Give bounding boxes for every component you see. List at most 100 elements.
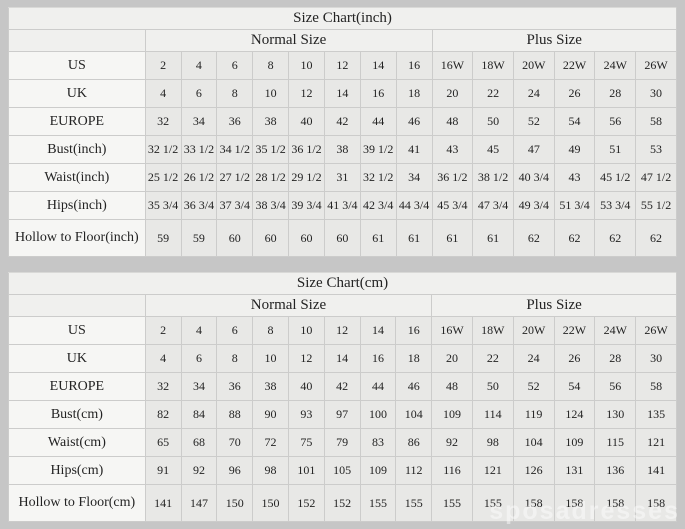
size-value-cell: 112 [395,456,433,485]
size-value-cell: 60 [323,219,361,257]
size-value-cell: 152 [323,484,361,522]
size-value-cell: 6 [216,316,254,345]
size-value-cell: 36 1/2 [431,163,474,192]
size-value-cell: 62 [635,219,677,257]
row-label: US [8,51,146,80]
size-value-cell: 39 1/2 [359,135,397,164]
size-value-cell: 59 [144,219,182,257]
size-value-cell: 136 [594,456,637,485]
size-value-cell: 8 [252,316,289,345]
size-value-cell: 4 [180,51,218,80]
size-value-cell: 98 [471,428,514,457]
size-value-cell: 12 [287,344,325,373]
size-value-cell: 36 3/4 [180,191,218,220]
size-value-cell: 10 [288,51,325,80]
size-value-cell: 22W [553,316,596,345]
size-value-cell: 4 [144,344,182,373]
size-value-cell: 150 [252,484,289,522]
size-value-cell: 56 [594,372,637,401]
size-value-cell: 22 [472,79,514,108]
size-value-cell: 49 3/4 [512,191,555,220]
size-value-cell: 51 3/4 [553,191,596,220]
row-label: Hollow to Floor(cm) [8,484,146,522]
size-value-cell: 36 [216,107,254,136]
size-value-cell: 14 [359,316,397,345]
size-value-cell: 36 [216,372,254,401]
size-value-cell: 43 [431,135,474,164]
size-value-cell: 25 1/2 [144,163,182,192]
table-row: US 2 4 6 8 10 12 14 16 16W 18W 20W 22W 24W 26W [8,51,677,80]
size-value-cell: 88 [216,400,254,429]
size-value-cell: 61 [472,219,514,257]
size-value-cell: 14 [323,344,361,373]
size-value-cell: 28 1/2 [252,163,290,192]
size-value-cell: 16 [359,344,397,373]
size-value-cell: 26 1/2 [180,163,218,192]
size-value-cell: 101 [287,456,325,485]
size-value-cell: 6 [180,79,218,108]
table-row: Bust(cm) 82 84 88 90 93 97 100 104 109 114 119 124 13… [8,400,677,429]
size-value-cell: 47 3/4 [472,191,514,220]
size-value-cell: 59 [180,219,218,257]
size-value-cell: 40 3/4 [512,163,555,192]
size-value-cell: 33 1/2 [180,135,218,164]
row-label: US [8,316,146,345]
size-value-cell: 58 [635,372,677,401]
size-value-cell: 135 [635,400,677,429]
size-value-cell: 46 [395,372,433,401]
size-value-cell: 52 [512,372,555,401]
size-value-cell: 79 [323,428,361,457]
size-value-cell: 72 [252,428,289,457]
size-value-cell: 27 1/2 [216,163,254,192]
size-value-cell: 105 [323,456,361,485]
size-value-cell: 53 3/4 [594,191,637,220]
table-row: Hollow to Floor(cm) 141 147 150 150 152 152 155… [8,484,677,522]
size-value-cell: 100 [359,400,397,429]
size-value-cell: 82 [144,400,182,429]
size-value-cell: 20 [431,79,474,108]
size-value-cell: 6 [216,51,254,80]
size-value-cell: 46 [395,107,433,136]
size-value-cell: 41 3/4 [323,191,361,220]
size-value-cell: 38 3/4 [252,191,290,220]
size-value-cell: 2 [144,316,182,345]
size-value-cell: 20W [512,316,555,345]
row-label: EUROPE [8,372,146,401]
size-chart-table: Size Chart(cm) Normal Size Plus Size US 2 4 6 8… [8,272,677,522]
size-value-cell: 90 [252,400,289,429]
size-value-cell: 12 [288,79,325,108]
size-value-cell: 45 3/4 [431,191,474,220]
size-value-cell: 115 [594,428,637,457]
size-value-cell: 10 [252,79,290,108]
size-value-cell: 126 [512,456,555,485]
size-value-cell: 114 [471,400,514,429]
table-row: Hips(cm) 91 92 96 98 101 105 109 112 116 121 126 131… [8,456,677,485]
size-value-cell: 42 [323,107,361,136]
row-label: UK [8,79,146,108]
row-label: Bust(inch) [8,135,146,164]
size-value-cell: 36 1/2 [288,135,325,164]
size-value-cell: 119 [512,400,555,429]
size-value-cell: 26 [553,79,596,108]
size-value-cell: 12 [323,316,361,345]
size-value-cell: 62 [512,219,555,257]
size-value-cell: 34 [180,107,218,136]
size-value-cell: 109 [431,400,473,429]
size-value-cell: 91 [144,456,182,485]
size-value-cell: 98 [252,456,289,485]
size-value-cell: 97 [323,400,361,429]
size-value-cell: 24 [512,344,555,373]
size-value-cell: 147 [180,484,218,522]
size-value-cell: 62 [553,219,596,257]
size-value-cell: 70 [216,428,254,457]
size-value-cell: 47 1/2 [635,163,677,192]
size-value-cell: 49 [553,135,596,164]
size-value-cell: 96 [216,456,254,485]
size-value-cell: 150 [216,484,254,522]
size-value-cell: 60 [288,219,325,257]
size-value-cell: 32 1/2 [144,135,182,164]
row-label: Bust(cm) [8,400,146,429]
size-value-cell: 92 [431,428,473,457]
size-value-cell: 47 [512,135,555,164]
